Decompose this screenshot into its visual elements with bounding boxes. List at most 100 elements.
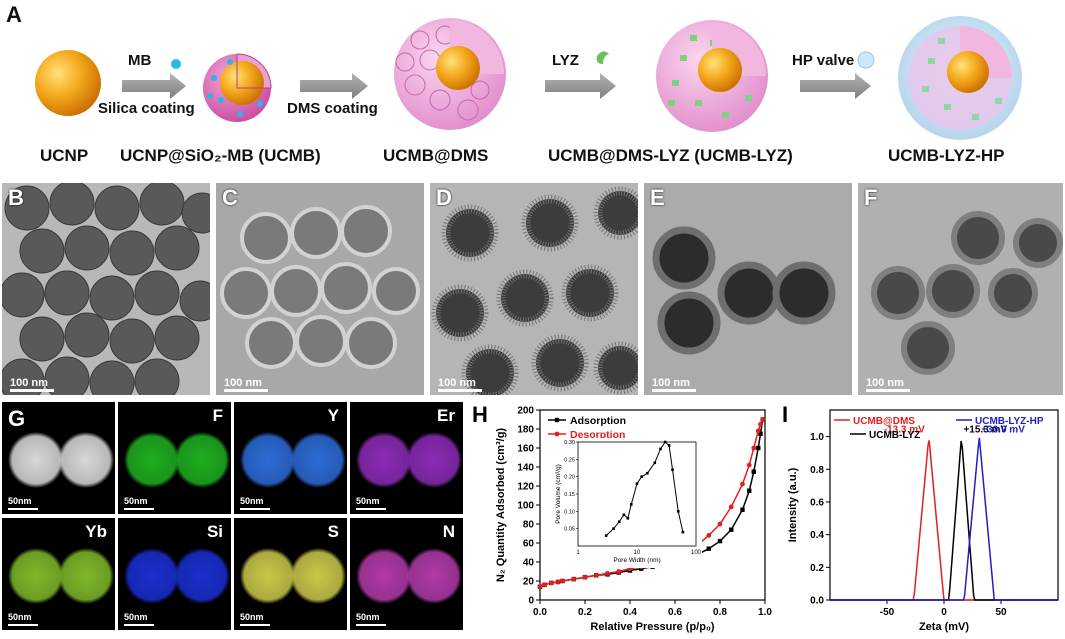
eds-element-label: Y (327, 406, 339, 425)
inset-y-tick-label: 0.15 (564, 492, 575, 498)
data-point (728, 504, 734, 510)
eds-scale-bar-label: 50nm (356, 496, 380, 506)
stage-label-ucmb: UCNP@SiO₂-MB (UCMB) (120, 146, 321, 165)
data-point (537, 584, 543, 590)
inset-data-point (640, 475, 643, 478)
data-point (717, 538, 723, 544)
panel-label-h: H (472, 402, 488, 427)
x-tick-label: 0.0 (533, 607, 547, 618)
y-tick-label: 120 (517, 482, 534, 493)
tem-image-b: B 100 nm (2, 183, 210, 395)
y-tick-label: 60 (523, 539, 535, 550)
y-tick-label: 1.0 (810, 432, 824, 443)
eds-scale-bar (356, 508, 386, 510)
y-tick-label: 0.6 (810, 497, 824, 508)
series-line-ucmb@dms (830, 440, 1058, 601)
inset-data-point (667, 444, 671, 447)
scale-bar-d (438, 389, 482, 392)
arrow4-top-label: HP valve (792, 52, 855, 69)
y-tick-label: 160 (517, 444, 534, 455)
peak-annotation: -13.3 mV (884, 425, 925, 436)
inset-background (554, 438, 702, 568)
peak-annotation: +15.3 mV (963, 425, 1007, 436)
y-tick-label: 200 (517, 406, 534, 417)
hp-bubble-icon (857, 51, 875, 69)
y-tick-label: 80 (523, 520, 535, 531)
scale-bar-label-d: 100 nm (438, 377, 476, 389)
arrow3-top-label: LYZ (552, 52, 579, 69)
data-point (756, 445, 761, 451)
schematic-graphics (35, 16, 1022, 140)
eds-scale-bar (356, 624, 386, 626)
inset-data-point (653, 461, 657, 465)
scale-bar-e (652, 389, 696, 392)
inset-data-point (646, 471, 649, 475)
inset-y-tick-label: 0.10 (564, 509, 575, 515)
eds-scale-bar-label: 50nm (8, 496, 32, 506)
inset-data-point (629, 503, 633, 506)
eds-scale-bar (240, 624, 270, 626)
data-point (760, 417, 766, 422)
inset-x-axis-label: Pore Width (nm) (613, 557, 660, 564)
x-axis-label: Relative Pressure (p/p₀) (590, 621, 715, 633)
eds-map-y: Y 50nm (234, 402, 347, 514)
panel-label-g: G (8, 406, 26, 431)
panel-label-f: F (864, 185, 878, 210)
eds-element-label: Si (206, 522, 223, 541)
series-line-ucmb-lyz-hp (830, 437, 1058, 601)
inset-data-point (681, 530, 685, 534)
inset-x-tick-label: 100 (691, 550, 702, 556)
eds-element-label: Er (437, 406, 455, 425)
arrow1-bottom-label: Silica coating (98, 100, 195, 117)
inset-x-tick-label: 1 (576, 550, 580, 556)
y-tick-label: 100 (517, 501, 534, 512)
eds-scale-bar (8, 508, 38, 510)
tem-image-c: C 100 nm (216, 183, 424, 395)
eds-scale-bar (240, 508, 270, 510)
eds-scale-bar-label: 50nm (356, 612, 380, 622)
eds-scale-bar (124, 508, 154, 510)
y-tick-label: 0 (528, 596, 534, 607)
inset-data-point (676, 510, 680, 513)
inset-x-tick-label: 10 (634, 550, 641, 556)
peak-annotation: +30.9 mV (981, 425, 1025, 436)
inset-data-point (626, 516, 630, 520)
legend-label: UCMB@DMS (853, 416, 915, 427)
arrow-3 (545, 73, 616, 99)
eds-map-n: N 50nm (350, 518, 463, 630)
x-tick-label: 1.0 (758, 607, 772, 618)
inset-y-tick-label: 0.20 (564, 475, 575, 481)
data-point (571, 576, 577, 582)
scale-bar-c (224, 389, 268, 392)
stage-label-ucmb-lyz-hp: UCMB-LYZ-HP (888, 146, 1005, 165)
arrow-4 (800, 73, 871, 99)
data-point (605, 571, 610, 576)
eds-scale-bar-label: 50nm (124, 612, 148, 622)
data-point (548, 580, 554, 586)
chart-h-bet-isotherm: H 0.0 0.2 0.4 0.6 0.8 1.0 0 20 40 60 80 100 120 140 160… (472, 402, 772, 633)
data-point (755, 428, 761, 434)
eds-element-label: F (212, 406, 223, 425)
data-point (616, 569, 622, 574)
eds-scale-bar-label: 50nm (240, 612, 264, 622)
data-point (717, 521, 723, 527)
stage-label-ucnp: UCNP (40, 146, 89, 165)
scale-bar-label-b: 100 nm (10, 377, 48, 389)
series-line-ucmb-lyz (830, 440, 1058, 601)
data-point (746, 462, 752, 468)
eds-scale-bar-label: 50nm (240, 496, 264, 506)
x-tick-label: 50 (995, 607, 1007, 618)
panel-label-d: D (436, 185, 452, 210)
data-point (555, 579, 561, 585)
lyz-icon (596, 51, 609, 64)
tem-image-f: F 100 nm (858, 183, 1063, 395)
y-tick-label: 0.0 (810, 596, 824, 607)
inset-data-point (604, 534, 608, 537)
scale-bar-b (10, 389, 54, 392)
eds-element-label: Yb (85, 522, 107, 541)
scale-bar-label-f: 100 nm (866, 377, 904, 389)
inset-data-point (635, 482, 639, 485)
eds-scale-bar-label: 50nm (8, 612, 32, 622)
legend-marker (554, 431, 560, 437)
eds-scale-bar (8, 624, 38, 626)
